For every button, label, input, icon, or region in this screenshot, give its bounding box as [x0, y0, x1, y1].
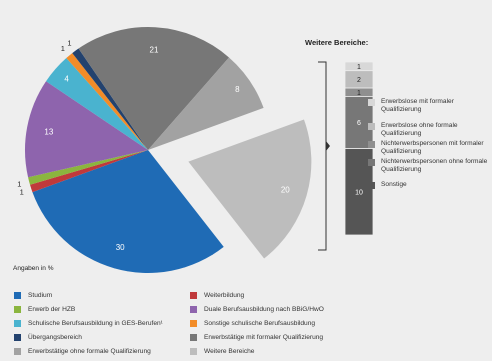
legend-swatch [14, 319, 21, 327]
legend-swatch [14, 347, 21, 355]
pie-value-label: 4 [64, 75, 69, 84]
legend-swatch [190, 333, 197, 341]
legend-label: Erwerbslose mit formaler Qualifizierung [381, 98, 454, 113]
legend-item: Erwerb der HZB [14, 304, 75, 314]
side-legend-item: Sonstige [368, 181, 492, 189]
side-legend-item: Nichterwerbspersonen mit formaler Qualif… [368, 140, 492, 156]
bar-value-label: 10 [355, 189, 363, 196]
legend-swatch [190, 319, 197, 327]
side-legend-item: Erwerbslose mit formaler Qualifizierung [368, 98, 492, 114]
pie-slice [66, 53, 148, 150]
side-legend-item: Erwerbslose ohne formale Qualifizierung [368, 122, 492, 138]
legend-label: Nichterwerbspersonen mit formaler Qualif… [381, 140, 484, 155]
bar-value-label: 1 [357, 90, 361, 97]
legend-swatch [190, 305, 197, 313]
pie-value-label: 8 [235, 85, 240, 94]
side-chart-title: Weitere Bereiche: [305, 38, 369, 47]
legend-item: Weitere Bereiche [190, 346, 254, 356]
pie-value-label: 30 [116, 243, 125, 252]
legend-item: Weiterbildung [190, 290, 244, 300]
pie-value-label: 13 [44, 127, 53, 136]
pie-value-label: 21 [150, 45, 159, 54]
pie-value-label: 20 [281, 185, 290, 194]
pie-slice [188, 119, 312, 259]
legend-swatch [368, 141, 375, 148]
legend-label: Erwerbstätige mit formaler Qualifizierun… [204, 333, 324, 341]
legend-item: Übergangsbereich [14, 332, 82, 342]
legend-label: Weitere Bereiche [204, 347, 255, 355]
bar-value-label: 6 [357, 120, 361, 127]
legend-swatch [14, 333, 21, 341]
legend-label: Studium [28, 291, 53, 299]
legend-item: Sonstige schulische Berufsausbildung [190, 318, 315, 328]
bracket-arrow [326, 141, 330, 151]
legend-item: Erwerbstätige ohne formale Qualifizierun… [14, 346, 151, 356]
legend-item: Duale Berufsausbildung nach BBiG/HwO [190, 304, 324, 314]
bar-value-label: 1 [357, 64, 361, 71]
pie-value-label: 1 [61, 44, 65, 53]
legend-swatch [368, 99, 375, 106]
legend-swatch [14, 305, 21, 313]
bracket [318, 61, 327, 251]
legend-label: Nichterwerbspersonen ohne formale Qualif… [381, 158, 488, 173]
legend-item: Schulische Berufsausbildung in GES-Beruf… [14, 318, 163, 328]
legend-label: Weiterbildung [204, 291, 245, 299]
pie-slice [30, 150, 149, 193]
units-label: Angaben in % [13, 265, 54, 272]
legend-swatch [368, 182, 375, 189]
legend-label: Sonstige schulische Berufsausbildung [204, 319, 316, 327]
legend-label: Übergangsbereich [28, 333, 82, 341]
pie-slice [32, 150, 224, 273]
pie-slice [28, 150, 149, 185]
bar-value-label: 2 [357, 77, 361, 84]
pie-value-label: 1 [17, 180, 21, 189]
legend-label: Erwerb der HZB [28, 305, 76, 313]
legend-item: Studium [14, 290, 52, 300]
pie-slice [78, 27, 230, 150]
legend-label: Sonstige [381, 181, 407, 188]
bar-segment [344, 61, 374, 72]
pie-slice [25, 81, 148, 178]
legend-swatch [368, 123, 375, 130]
side-legend-item: Nichterwerbspersonen ohne formale Qualif… [368, 158, 492, 174]
legend-swatch [190, 347, 197, 355]
pie-slice [72, 48, 148, 150]
legend-swatch [368, 159, 375, 166]
pie-value-label: 1 [67, 39, 71, 48]
legend: Studium Weiterbildung Erwerb der HZB Dua… [14, 290, 492, 360]
legend-item: Erwerbstätige mit formaler Qualifizierun… [190, 332, 323, 342]
pie-slices [25, 27, 312, 273]
legend-label: Duale Berufsausbildung nach BBiG/HwO [204, 305, 324, 313]
pie-slice [46, 58, 148, 150]
legend-swatch [190, 291, 197, 299]
pie-value-label: 1 [20, 188, 24, 197]
legend-label: Erwerbslose ohne formale Qualifizierung [381, 122, 458, 137]
legend-swatch [14, 291, 21, 299]
pie-slice [148, 57, 264, 150]
legend-label: Schulische Berufsausbildung in GES-Beruf… [28, 319, 163, 327]
legend-label: Erwerbstätige ohne formale Qualifizierun… [28, 347, 151, 355]
